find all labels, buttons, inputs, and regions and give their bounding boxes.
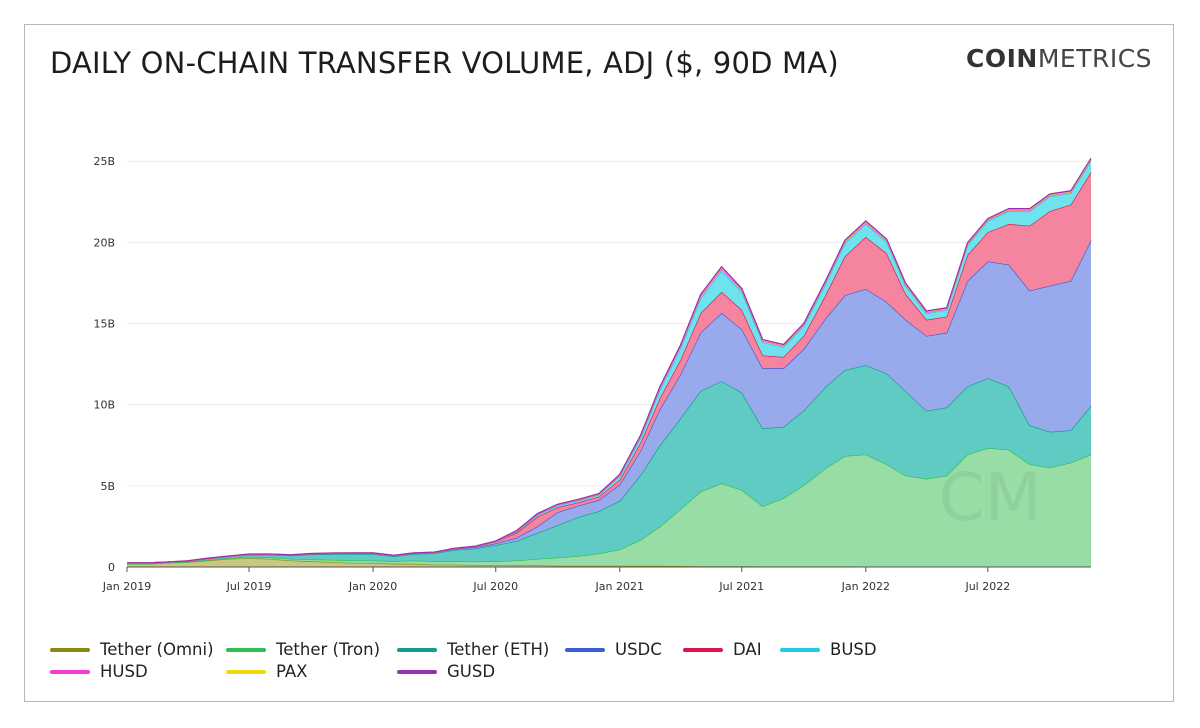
legend-swatch xyxy=(397,669,437,674)
legend-item[interactable]: Tether (Omni) xyxy=(50,640,214,659)
legend-label: HUSD xyxy=(100,662,148,681)
legend-swatch xyxy=(397,647,437,652)
x-tick-label: Jan 2021 xyxy=(595,580,644,593)
legend-item[interactable]: USDC xyxy=(565,640,662,659)
legend-label: PAX xyxy=(276,662,308,681)
legend-label: USDC xyxy=(615,640,662,659)
watermark: CM xyxy=(938,459,1041,536)
x-tick-label: Jul 2020 xyxy=(472,580,518,593)
legend-swatch xyxy=(780,647,820,652)
stacked-areas xyxy=(127,157,1092,568)
legend-swatch xyxy=(565,647,605,652)
chart-title: DAILY ON-CHAIN TRANSFER VOLUME, ADJ ($, … xyxy=(50,46,839,80)
coinmetrics-logo: COINMETRICS xyxy=(966,44,1152,73)
legend-item[interactable]: DAI xyxy=(683,640,762,659)
legend-label: DAI xyxy=(733,640,762,659)
logo-light-text: METRICS xyxy=(1037,44,1153,73)
legend-swatch xyxy=(683,647,723,652)
y-tick-label: 15B xyxy=(93,318,115,331)
x-tick-label: Jan 2020 xyxy=(348,580,397,593)
legend-swatch xyxy=(50,669,90,674)
legend-item[interactable]: BUSD xyxy=(780,640,877,659)
y-tick-label: 10B xyxy=(93,399,115,412)
x-tick-label: Jul 2019 xyxy=(226,580,272,593)
area-usdc xyxy=(127,240,1091,563)
x-tick-label: Jul 2022 xyxy=(964,580,1010,593)
legend-item[interactable]: Tether (ETH) xyxy=(397,640,549,659)
y-tick-label: 0 xyxy=(108,561,115,574)
area-dai xyxy=(127,172,1091,563)
axes: 0 5B 10B 15B 20B 25B Jan 2019 Jul 2019 Jan 2020 J… xyxy=(93,155,1091,593)
legend-swatch xyxy=(226,669,266,674)
area-tether-tron xyxy=(127,448,1091,567)
legend-item[interactable]: GUSD xyxy=(397,662,495,681)
legend-item[interactable]: HUSD xyxy=(50,662,148,681)
area-tether-omni xyxy=(127,558,1091,567)
legend-label: BUSD xyxy=(830,640,877,659)
y-tick-label: 25B xyxy=(93,155,115,168)
legend-label: Tether (ETH) xyxy=(447,640,550,659)
area-tether-eth xyxy=(127,365,1091,564)
y-tick-label: 5B xyxy=(100,480,115,493)
legend-swatch xyxy=(226,647,266,652)
legend-label: GUSD xyxy=(447,662,496,681)
legend-item[interactable]: Tether (Tron) xyxy=(226,640,380,659)
x-tick-label: Jan 2022 xyxy=(841,580,890,593)
x-tick-label: Jul 2021 xyxy=(718,580,764,593)
legend-item[interactable]: PAX xyxy=(226,662,308,681)
legend-label: Tether (Omni) xyxy=(100,640,214,659)
x-tick-label: Jan 2019 xyxy=(102,580,151,593)
legend-swatch xyxy=(50,647,90,652)
legend-label: Tether (Tron) xyxy=(276,640,381,659)
line-gusd xyxy=(127,157,1092,564)
logo-bold-text: COIN xyxy=(966,44,1038,73)
y-tick-label: 20B xyxy=(93,236,115,249)
